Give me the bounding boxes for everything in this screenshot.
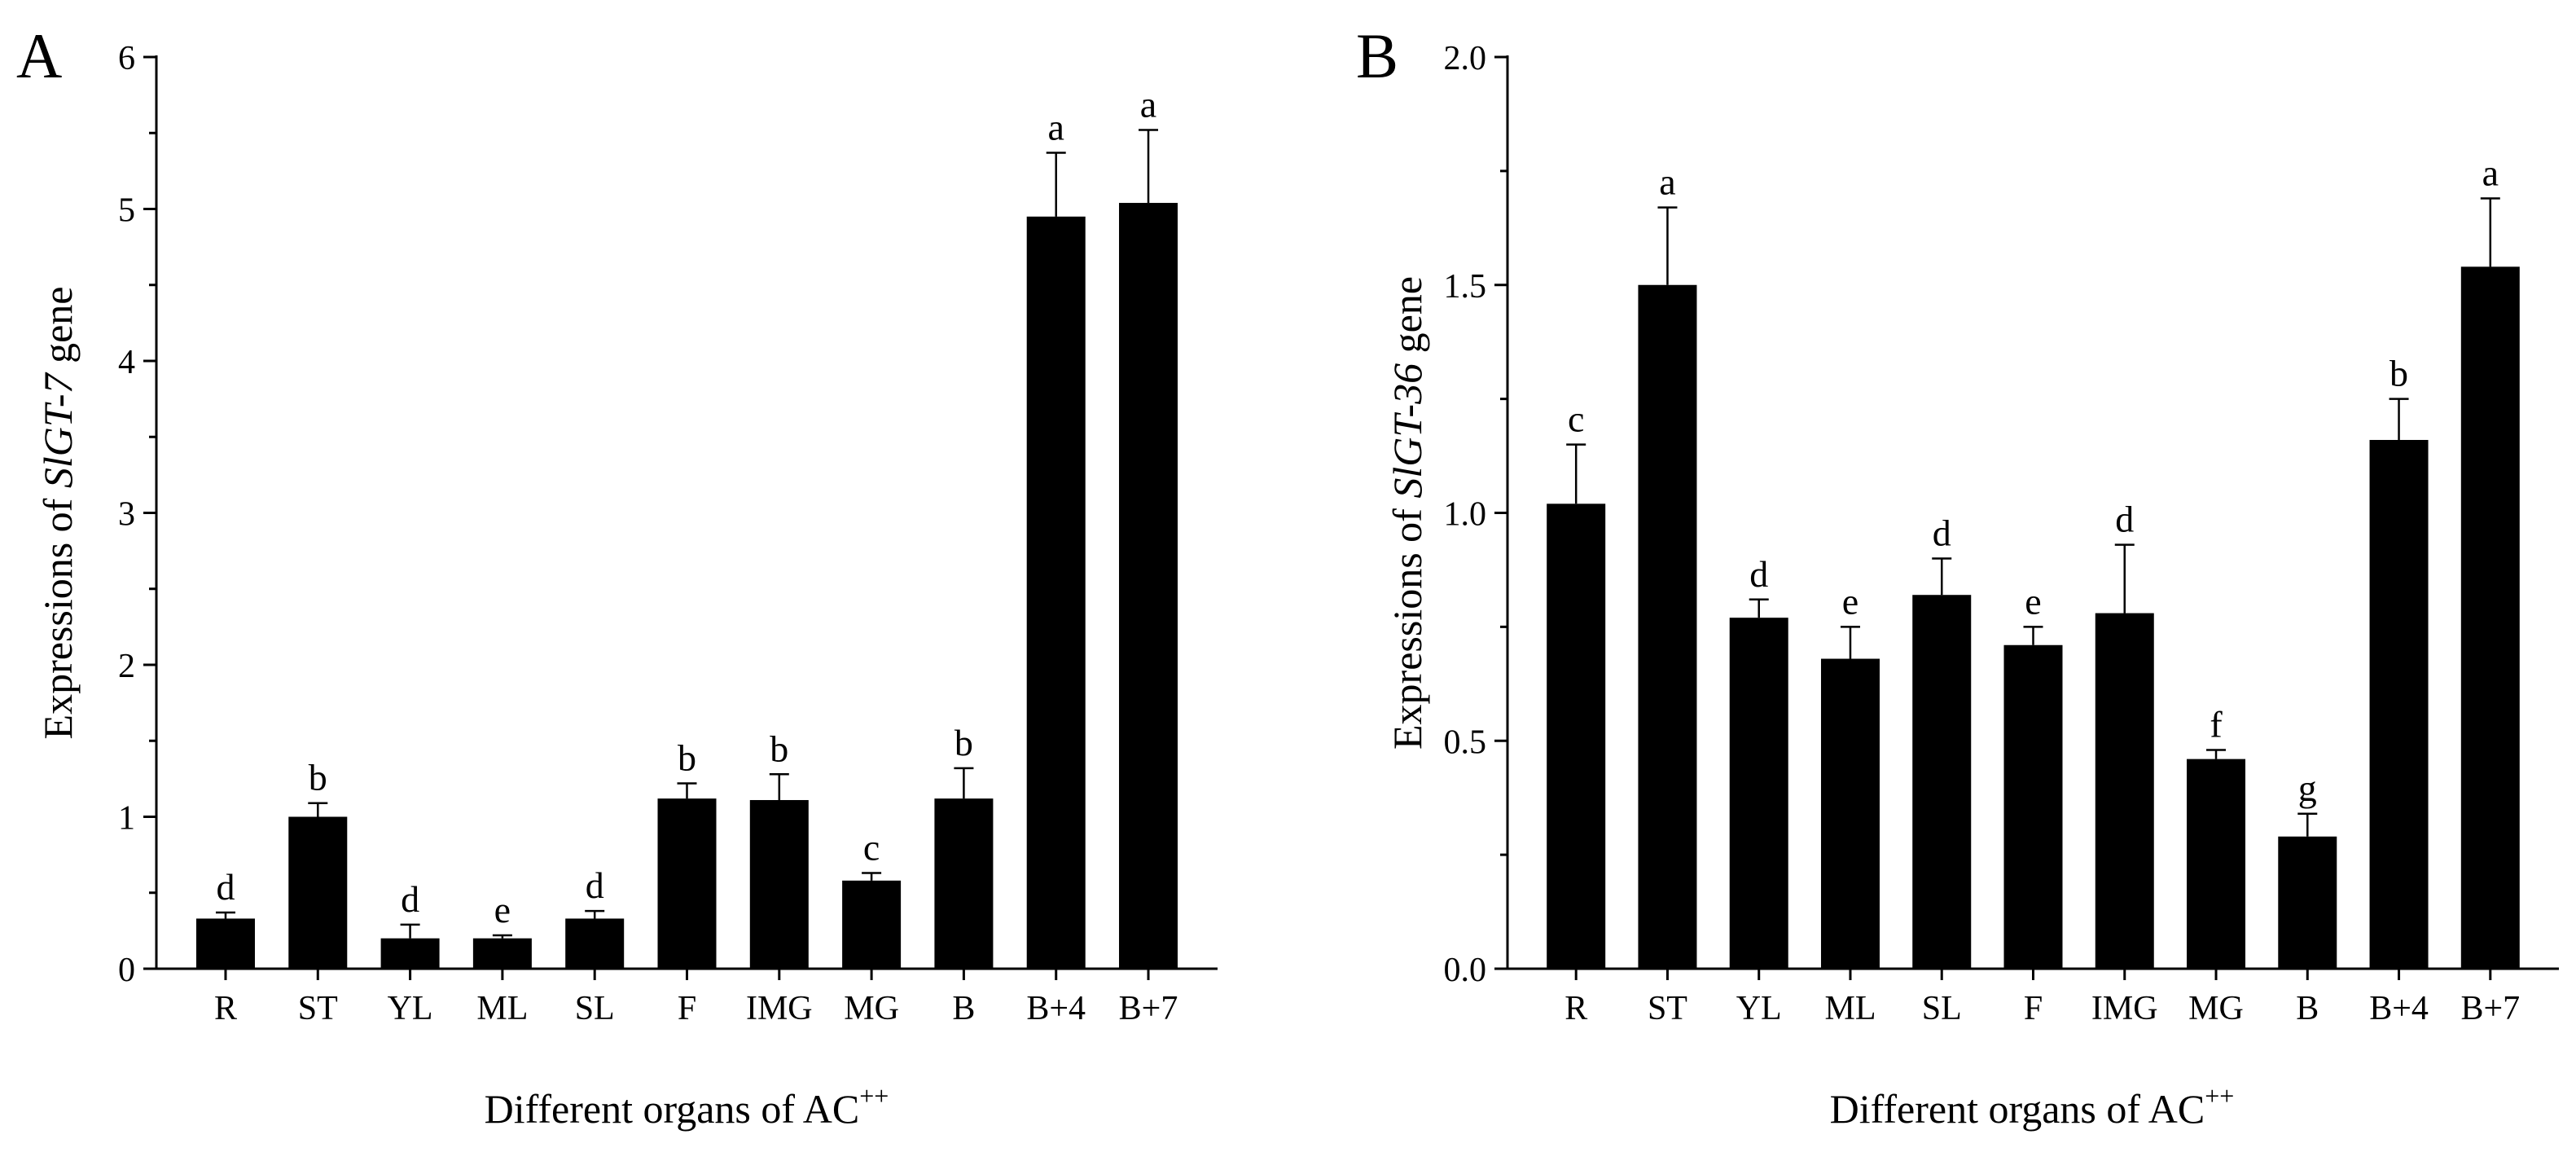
x-tick-label: R: [1564, 990, 1587, 1027]
bar: [2460, 266, 2520, 969]
x-axis-title-superscript: ++: [859, 1081, 889, 1110]
panel-b: B 0.0 0.5 1.0 1.5 2.0 c Ra ST d YL e ML d SL e Fd IMG f MG g…: [1356, 20, 2559, 1132]
x-tick-label: ML: [476, 990, 528, 1027]
x-tick-label: F: [678, 990, 696, 1027]
y-tick-label: 3: [118, 496, 135, 534]
bar: [657, 798, 717, 969]
x-axis-title-text: Different organs of AC: [1830, 1086, 2205, 1132]
x-tick-label: MG: [844, 990, 899, 1027]
bar: [2369, 439, 2429, 969]
y-axis-title-gene: SlGT-36: [1385, 363, 1430, 499]
x-tick-label: R: [214, 990, 237, 1027]
y-axis-title-suffix: gene: [1385, 276, 1430, 363]
bar: [1119, 203, 1178, 970]
x-tick-label: SL: [1922, 990, 1962, 1027]
y-tick-label: 4: [118, 344, 135, 381]
y-axis-title-suffix: gene: [35, 287, 81, 374]
y-axis-title: Expressions of SlGT-36 gene: [1385, 276, 1430, 750]
significance-letter: c: [863, 827, 880, 869]
significance-letter: d: [401, 878, 419, 920]
y-tick-label: 0.0: [1444, 952, 1487, 989]
significance-letter: a: [2482, 152, 2499, 193]
bar: [1729, 618, 1788, 969]
bar: [1547, 504, 1606, 969]
bar: [1912, 595, 1972, 969]
x-tick-label: YL: [1736, 990, 1782, 1027]
significance-letter: c: [1568, 398, 1584, 440]
x-tick-label: SL: [575, 990, 615, 1027]
x-tick-label: ST: [1648, 990, 1687, 1027]
y-tick-label: 0.5: [1444, 723, 1487, 761]
panel-label: B: [1356, 20, 1398, 91]
x-tick-label: F: [2024, 990, 2043, 1027]
significance-letter: g: [2298, 767, 2317, 809]
x-tick-label: B+7: [2460, 990, 2520, 1027]
significance-letter: e: [1842, 580, 1858, 622]
panel-a: A 0 1 2 3 4 5 6 d Rb ST d YL e ML d SL b Fb IMG c MG b Ba B+4 a B+…: [16, 20, 1218, 1132]
x-tick-label: ML: [1824, 990, 1876, 1027]
bar: [472, 938, 532, 969]
x-tick-label: B+4: [2369, 990, 2429, 1027]
y-axis-title-prefix: Expressions of: [1385, 499, 1430, 750]
significance-letter: d: [216, 866, 235, 908]
x-axis-title: Different organs of AC++: [1830, 1081, 2235, 1132]
bar: [1026, 216, 1086, 969]
bar: [2003, 644, 2063, 969]
bar: [2278, 836, 2337, 969]
significance-letter: b: [309, 757, 327, 798]
significance-letter: d: [1933, 512, 1951, 553]
bar: [288, 816, 348, 969]
y-axis-title-prefix: Expressions of: [35, 488, 81, 739]
bar: [2095, 613, 2154, 969]
significance-letter: a: [1048, 106, 1064, 147]
y-tick-label: 1.0: [1444, 496, 1487, 534]
significance-letter: e: [494, 889, 511, 930]
bar: [1638, 284, 1697, 969]
y-tick-label: 5: [118, 192, 135, 230]
significance-letter: e: [2025, 580, 2041, 622]
significance-letter: d: [586, 864, 604, 906]
bar: [195, 918, 255, 969]
x-tick-label: IMG: [746, 990, 813, 1027]
x-tick-label: MG: [2188, 990, 2244, 1027]
y-tick-label: 1: [118, 800, 135, 838]
x-tick-label: B+4: [1026, 990, 1086, 1027]
bar: [2187, 759, 2246, 969]
x-axis-title: Different organs of AC++: [485, 1081, 889, 1132]
y-tick-label: 2: [118, 648, 135, 685]
significance-letter: b: [954, 722, 973, 763]
y-axis-title-gene: SlGT-7: [35, 372, 81, 488]
bar: [1820, 658, 1880, 969]
panel-label: A: [16, 20, 62, 91]
bar: [934, 798, 994, 969]
y-tick-label: 6: [118, 40, 135, 77]
bar: [749, 799, 809, 969]
x-tick-label: ST: [298, 990, 338, 1027]
significance-letter: d: [2115, 499, 2134, 540]
x-tick-label: B+7: [1119, 990, 1178, 1027]
bar: [842, 880, 902, 969]
significance-letter: a: [1140, 84, 1156, 125]
x-tick-label: IMG: [2091, 990, 2158, 1027]
x-tick-label: B: [952, 990, 975, 1027]
bar: [380, 938, 440, 969]
x-tick-label: YL: [388, 990, 433, 1027]
x-axis-title-superscript: ++: [2205, 1081, 2234, 1110]
y-tick-label: 0: [118, 952, 135, 989]
bar: [565, 918, 625, 969]
y-tick-label: 1.5: [1444, 268, 1487, 306]
significance-letter: a: [1659, 161, 1675, 203]
x-axis-title-text: Different organs of AC: [485, 1086, 860, 1132]
x-tick-label: B: [2296, 990, 2319, 1027]
significance-letter: b: [678, 737, 696, 778]
significance-letter: b: [770, 728, 788, 769]
y-axis-title: Expressions of SlGT-7 gene: [35, 287, 81, 740]
significance-letter: b: [2389, 353, 2408, 394]
significance-letter: f: [2210, 703, 2223, 745]
significance-letter: d: [1749, 553, 1768, 595]
y-tick-label: 2.0: [1444, 40, 1487, 77]
